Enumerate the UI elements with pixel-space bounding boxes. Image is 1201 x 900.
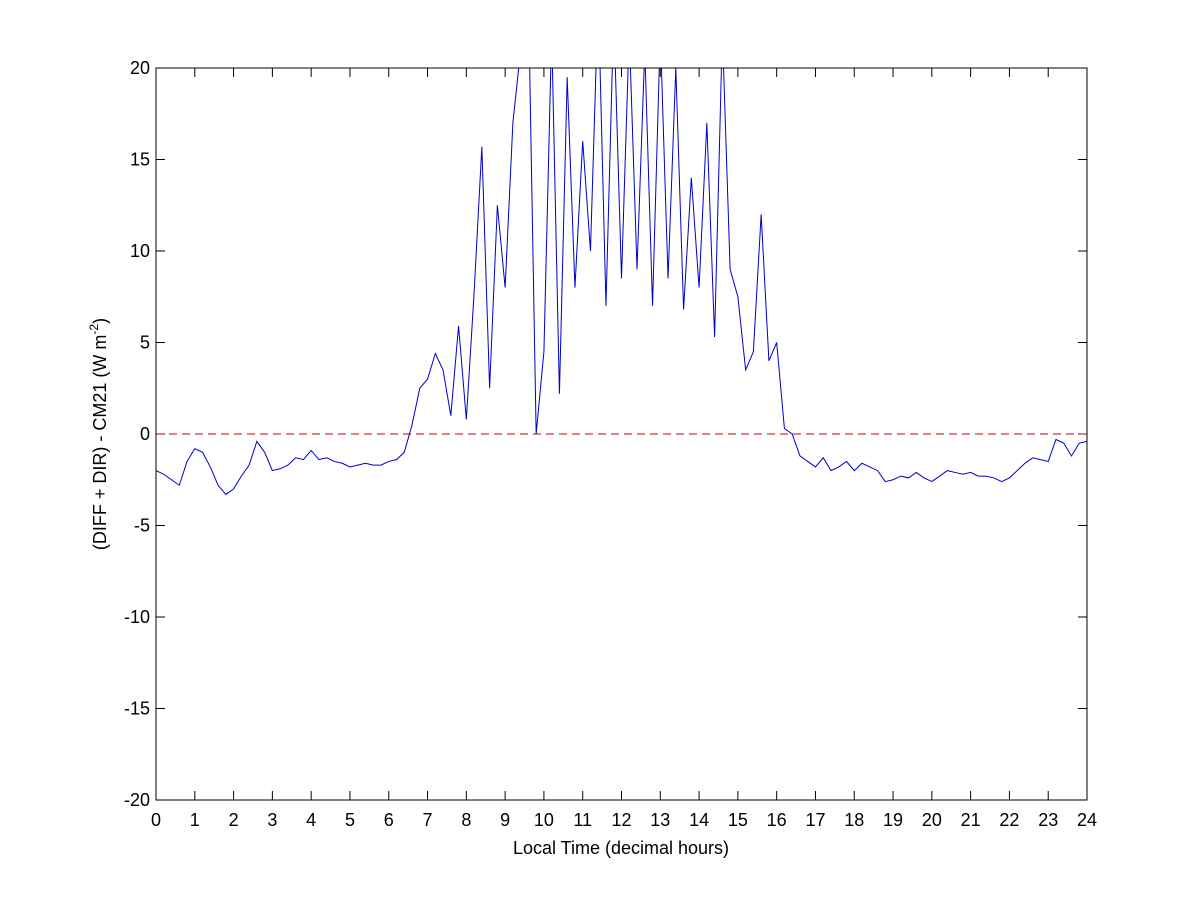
y-tick-label: 5 xyxy=(140,333,150,353)
x-tick-label: 14 xyxy=(689,810,709,830)
x-tick-label: 0 xyxy=(151,810,161,830)
x-tick-label: 10 xyxy=(534,810,554,830)
x-tick-label: 8 xyxy=(461,810,471,830)
plot-area xyxy=(155,67,1088,801)
y-axis-label-main: (DIFF + DIR) - CM21 (W m xyxy=(90,335,110,550)
x-tick-label: 13 xyxy=(650,810,670,830)
x-tick-label: 16 xyxy=(767,810,787,830)
y-axis-label-end: ) xyxy=(90,318,110,324)
x-tick-label: 1 xyxy=(190,810,200,830)
plot-content xyxy=(156,68,1087,496)
x-tick-label: 2 xyxy=(229,810,239,830)
x-tick-label: 20 xyxy=(922,810,942,830)
x-tick-label: 24 xyxy=(1077,810,1097,830)
y-tick-label: -20 xyxy=(124,790,150,810)
y-tick-label: -10 xyxy=(124,607,150,627)
y-tick-label: -5 xyxy=(134,516,150,536)
x-tick-label: 7 xyxy=(423,810,433,830)
x-tick-label: 3 xyxy=(267,810,277,830)
data-line xyxy=(156,68,1087,496)
y-tick-label: -15 xyxy=(124,699,150,719)
x-tick-label: 4 xyxy=(306,810,316,830)
y-tick-label: 20 xyxy=(130,58,150,78)
x-tick-label: 21 xyxy=(961,810,981,830)
x-tick-label: 18 xyxy=(844,810,864,830)
y-tick-label: 15 xyxy=(130,150,150,170)
x-tick-label: 5 xyxy=(345,810,355,830)
x-tick-label: 22 xyxy=(999,810,1019,830)
x-axis-label: Local Time (decimal hours) xyxy=(513,838,729,858)
x-tick-label: 19 xyxy=(883,810,903,830)
x-tick-label: 11 xyxy=(573,810,592,830)
x-tick-label: 9 xyxy=(500,810,510,830)
y-axis-label-sup: -2 xyxy=(87,324,101,335)
x-tick-label: 6 xyxy=(384,810,394,830)
x-tick-label: 15 xyxy=(728,810,748,830)
plot-area xyxy=(155,67,1088,801)
y-tick-label: 0 xyxy=(140,424,150,444)
y-axis-label: (DIFF + DIR) - CM21 (W m-2) xyxy=(87,318,110,550)
x-tick-label: 23 xyxy=(1038,810,1058,830)
x-tick-label: 12 xyxy=(611,810,631,830)
y-tick-label: 10 xyxy=(130,241,150,261)
x-tick-label: 17 xyxy=(805,810,825,830)
